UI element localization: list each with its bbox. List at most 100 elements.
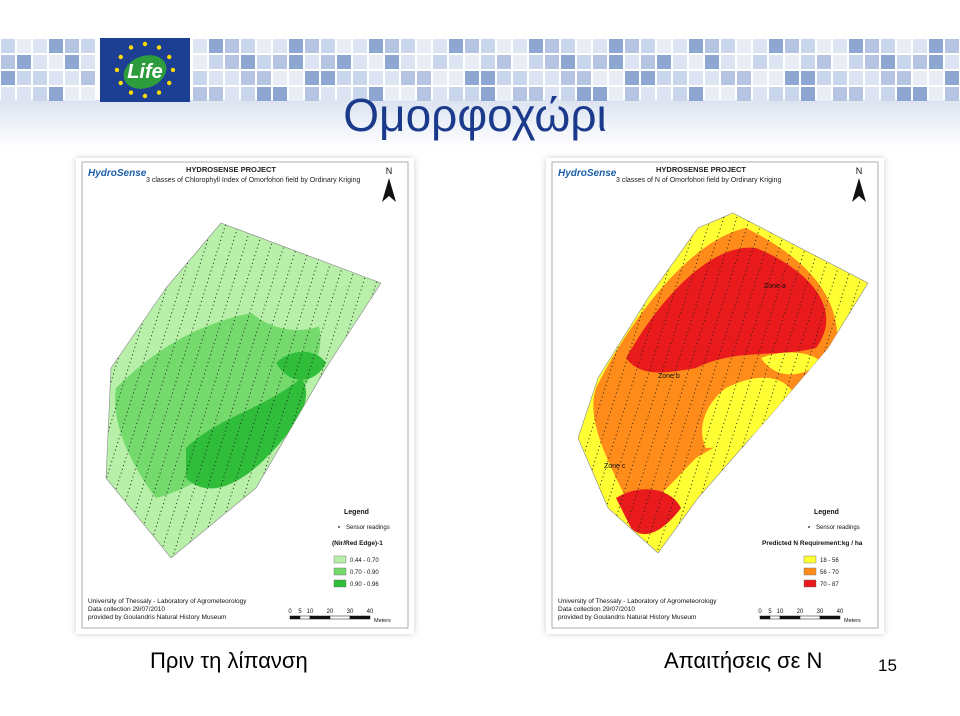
- header-tile: [65, 39, 79, 53]
- class-area: [115, 308, 321, 498]
- slide-title: Ομορφοχώρι: [343, 89, 607, 141]
- class-area: [761, 352, 821, 375]
- header-tile: [17, 55, 31, 69]
- header-tile: [849, 87, 863, 101]
- header-tile: [609, 71, 623, 85]
- header-tile: [545, 39, 559, 53]
- header-tile: [353, 55, 367, 69]
- scale-label: 5: [768, 609, 772, 615]
- scale-label: 10: [777, 609, 784, 615]
- header-tile: [801, 55, 815, 69]
- header-tile: [225, 71, 239, 85]
- map: Zone a Zone b Zone c HydroSense HYDROSENSE P…: [551, 161, 879, 629]
- map-subtitle: 3 classes of Chlorophyll Index of Omorfo…: [146, 177, 360, 184]
- header-tile: [705, 71, 719, 85]
- header-tile: [833, 55, 847, 69]
- header-tile: [193, 71, 207, 85]
- header-tile: [321, 71, 335, 85]
- scale-segment: [799, 615, 821, 620]
- brand: HydroSense: [558, 168, 617, 179]
- header-tile: [545, 87, 559, 101]
- field-classes: [578, 213, 868, 553]
- header-tile: [641, 87, 655, 101]
- header-tile: [769, 55, 783, 69]
- header-tile: [753, 55, 767, 69]
- header-tile: [769, 39, 783, 53]
- header-tile: [545, 55, 559, 69]
- scale-label: 0: [288, 609, 292, 615]
- header-tile: [385, 55, 399, 69]
- scale-segment: [759, 615, 771, 620]
- header-tile: [721, 39, 735, 53]
- header-tile: [209, 87, 223, 101]
- header-tile: [273, 71, 287, 85]
- header-tile: [241, 39, 255, 53]
- header-tile: [369, 87, 383, 101]
- header-tile: [753, 71, 767, 85]
- header-tile: [49, 71, 63, 85]
- sensor-track: [648, 213, 770, 553]
- header-tile: [593, 39, 607, 53]
- header-tile: [945, 71, 959, 85]
- page-number: 15: [878, 656, 897, 675]
- header-tile: [417, 55, 431, 69]
- sensor-track: [596, 213, 718, 553]
- header-tile: [513, 39, 527, 53]
- legend-swatch: [803, 579, 817, 588]
- header-tile: [801, 71, 815, 85]
- logo-star: [118, 54, 123, 60]
- header-tile: [593, 87, 607, 101]
- logo-star: [114, 67, 120, 73]
- header-tile: [577, 87, 591, 101]
- header-banner: Life: [0, 38, 960, 148]
- sensor-track: [139, 223, 261, 558]
- credit-line: University of Thessaly - Laboratory of A…: [88, 598, 247, 605]
- header-tile: [65, 55, 79, 69]
- header-tile: [17, 71, 31, 85]
- credit-line: provided by Goulandris Natural History M…: [88, 614, 226, 621]
- header-tile: [193, 55, 207, 69]
- header-tile: [49, 55, 63, 69]
- header-tile: [305, 39, 319, 53]
- header-tile: [289, 87, 303, 101]
- header-tile: [737, 39, 751, 53]
- legend-sensor: Sensor readings: [816, 525, 860, 531]
- legend-swatch: [333, 567, 347, 576]
- header-tile: [33, 71, 47, 85]
- header-tile: [465, 87, 479, 101]
- header-tile: [81, 39, 95, 53]
- header-tile: [401, 55, 415, 69]
- header-tile: [625, 55, 639, 69]
- header-tile: [529, 39, 543, 53]
- header-tile: [833, 87, 847, 101]
- header-tile: [481, 39, 495, 53]
- header-tile: [721, 55, 735, 69]
- header-tile: [641, 39, 655, 53]
- header-tile: [577, 39, 591, 53]
- header-tile: [401, 39, 415, 53]
- logo-star: [128, 90, 134, 95]
- header-tile: [641, 55, 655, 69]
- header-tile: [49, 39, 63, 53]
- scale-segment: [779, 615, 801, 620]
- header-tile: [929, 87, 943, 101]
- header-tile: [929, 55, 943, 69]
- header-tile: [561, 55, 575, 69]
- header-tile: [737, 55, 751, 69]
- header-tile: [321, 55, 335, 69]
- header-tile: [657, 71, 671, 85]
- header-tile: [529, 71, 543, 85]
- class-area: [626, 247, 827, 373]
- header-tile: [785, 55, 799, 69]
- scale-segment: [769, 615, 781, 620]
- header-tile: [241, 55, 255, 69]
- map-project: HYDROSENSE PROJECT: [656, 165, 746, 174]
- header-tile: [241, 71, 255, 85]
- header-tile: [513, 55, 527, 69]
- header-tile: [881, 87, 895, 101]
- header-tile: [737, 71, 751, 85]
- logo-star: [142, 41, 148, 47]
- sensor-track: [152, 223, 274, 558]
- header-tile: [529, 87, 543, 101]
- header-tile: [705, 87, 719, 101]
